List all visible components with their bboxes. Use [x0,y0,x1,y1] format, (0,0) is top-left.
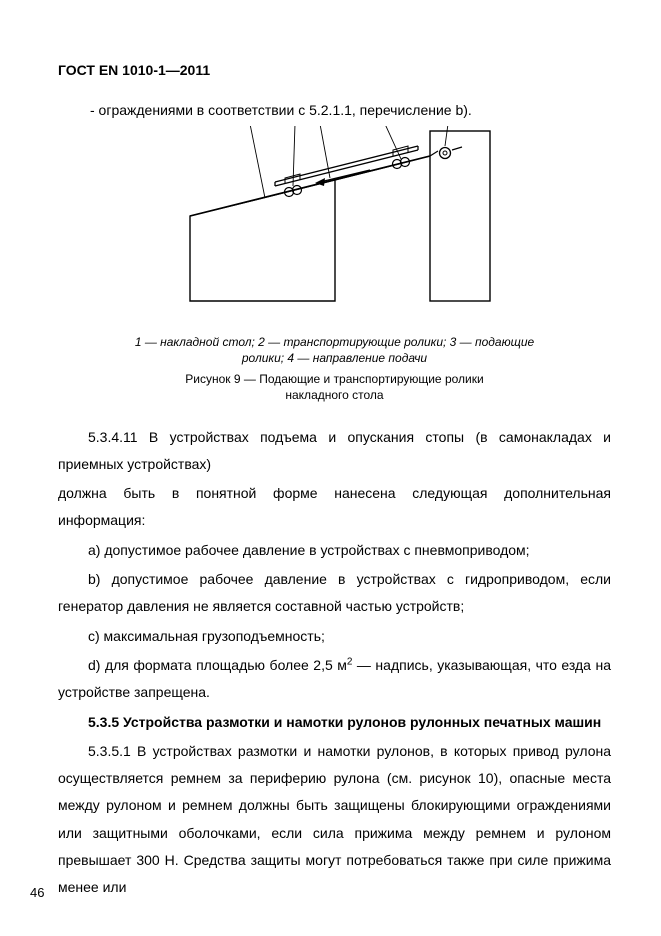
page-number: 46 [30,885,44,900]
list-c: c) максимальная грузоподъемность; [88,623,611,650]
legend-text-1: 1 — накладной стол; 2 — транспортирующие… [135,335,534,349]
body-text: 5.3.4.11 В устройствах подъема и опускан… [58,424,611,902]
figure-caption: Рисунок 9 — Подающие и транспортирующие … [58,372,611,403]
bullet-item: - ограждениями в соответствии с 5.2.1.1,… [90,102,611,118]
list-d: d) для формата площадью более 2,5 м2 — н… [58,652,611,707]
list-a: a) допустимое рабочее давление в устройс… [88,537,611,564]
figure-legend: 1 — накладной стол; 2 — транспортирующие… [58,334,611,366]
clause-5-3-4-11-a: 5.3.4.11 В устройствах подъема и опускан… [58,424,611,479]
caption-line-2: накладного стола [285,388,383,402]
figure-9: 1 2 4 2 3 [58,126,611,316]
list-d-pre: d) для формата площадью более 2,5 м [88,657,347,673]
document-header: ГОСТ EN 1010-1—2011 [58,62,611,78]
clause-5-3-5-1: 5.3.5.1 В устройствах размотки и намотки… [58,738,611,902]
heading-5-3-5: 5.3.5 Устройства размотки и намотки руло… [58,709,611,736]
clause-5-3-4-11-b: должна быть в понятной форме нанесена сл… [58,480,611,535]
legend-text-2: ролики; 4 — направление подачи [242,351,427,365]
caption-line-1: Рисунок 9 — Подающие и транспортирующие … [185,372,483,386]
list-b: b) допустимое рабочее давление в устройс… [58,566,611,621]
figure-diagram: 1 2 4 2 3 [170,126,500,316]
